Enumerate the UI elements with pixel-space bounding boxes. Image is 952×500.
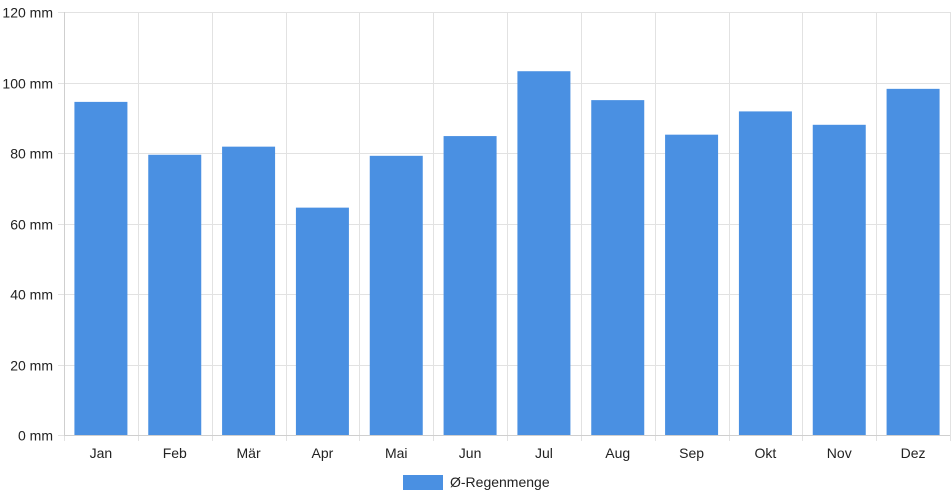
x-tick-label: Apr [312,445,334,461]
y-tick-label: 80 mm [10,146,53,162]
x-tick-label: Mär [237,445,261,461]
bar-jan[interactable] [74,102,127,435]
x-axis-tick-labels: Jan Feb Mär Apr Mai Jun Jul Aug Sep Okt Nov Dez [90,445,926,461]
x-tick-label: Jul [535,445,553,461]
y-tick-label: 0 mm [18,428,53,444]
y-tick-label: 60 mm [10,217,53,233]
y-tick-label: 40 mm [10,287,53,303]
x-tick-label: Feb [163,445,187,461]
x-tick-label: Mai [385,445,408,461]
bar-aug[interactable] [591,100,644,435]
y-tick-label: 20 mm [10,358,53,374]
bar-apr[interactable] [296,208,349,435]
x-tick-label: Nov [827,445,852,461]
bar-okt[interactable] [739,111,792,435]
bar-dez[interactable] [887,89,940,435]
x-tick-label: Okt [755,445,777,461]
bar-sep[interactable] [665,135,718,435]
x-tick-label: Dez [901,445,926,461]
x-tick-label: Jan [90,445,113,461]
x-tick-label: Aug [605,445,630,461]
bar-feb[interactable] [148,155,201,435]
bar-nov[interactable] [813,125,866,435]
bar-jun[interactable] [444,136,497,435]
legend[interactable]: Ø-Regenmenge [403,474,550,490]
y-tick-label: 120 mm [2,5,53,21]
bar-jul[interactable] [517,71,570,435]
x-tick-label: Sep [679,445,704,461]
bars [74,71,939,435]
bar-mai[interactable] [370,156,423,435]
bar-mär[interactable] [222,147,275,435]
x-tick-label: Jun [459,445,482,461]
legend-swatch[interactable] [403,475,443,490]
legend-label[interactable]: Ø-Regenmenge [450,474,550,490]
y-axis-tick-labels: 0 mm 20 mm 40 mm 60 mm 80 mm 100 mm 120 mm [2,5,53,444]
y-tick-label: 100 mm [2,76,53,92]
